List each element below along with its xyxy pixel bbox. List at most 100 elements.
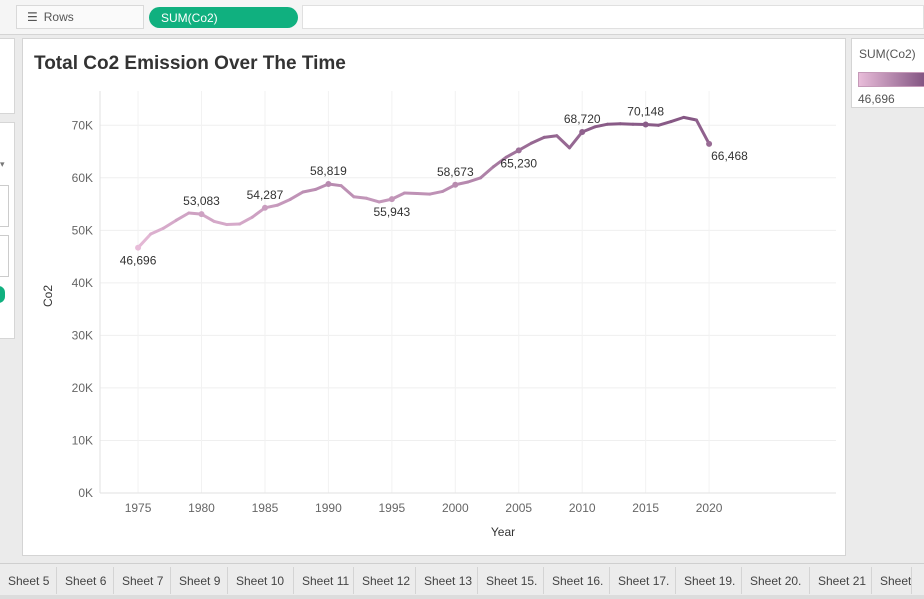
line-segment xyxy=(428,189,445,196)
line-segment xyxy=(555,134,572,150)
sheet-tab[interactable]: Sheet 10 xyxy=(228,567,294,594)
sheet-tab[interactable]: Sheet 13 xyxy=(416,567,478,594)
line-segment xyxy=(276,197,292,207)
sheet-tab[interactable]: Sheet 17. xyxy=(610,567,676,594)
x-tick-label: 2020 xyxy=(696,501,723,515)
line-segment xyxy=(149,226,165,236)
line-segment xyxy=(479,165,495,180)
data-label: 68,720 xyxy=(564,112,601,126)
line-segment xyxy=(161,218,178,230)
x-axis-title: Year xyxy=(491,525,515,539)
data-point xyxy=(579,128,586,135)
data-point xyxy=(325,181,332,188)
line-chart: 0K 10K 20K 30K 40K 50K 60K 70K 1975 1980 1985 1990 1… xyxy=(41,91,836,539)
y-tick-label: 40K xyxy=(72,276,93,290)
line-segment xyxy=(288,190,305,201)
data-label: 53,083 xyxy=(183,194,220,208)
line-segment xyxy=(694,118,711,146)
line-segment xyxy=(568,130,584,150)
sheet-tab[interactable]: Sheet 21 xyxy=(810,567,872,594)
data-label: 66,468 xyxy=(711,149,748,163)
rows-list-icon: ☰ xyxy=(27,10,38,24)
y-tick-label: 60K xyxy=(72,171,93,185)
sheet-tab[interactable]: Sheet 19. xyxy=(676,567,742,594)
chart-panel: Total Co2 Emission Over The Time 0K 10K 20… xyxy=(22,38,846,556)
data-point xyxy=(452,181,459,188)
line-segment xyxy=(606,122,622,126)
rows-shelf: ☰ Rows SUM(Co2) xyxy=(0,0,924,35)
sheet-tab[interactable]: Sheet 11 xyxy=(294,567,354,594)
sheet-tab[interactable]: Sheet 15. xyxy=(478,567,544,594)
data-point xyxy=(706,140,713,147)
line-segment xyxy=(618,122,635,126)
line-segment xyxy=(136,232,153,250)
data-label: 54,287 xyxy=(247,188,284,202)
data-label: 55,943 xyxy=(374,205,411,219)
x-tick-label: 1980 xyxy=(188,501,215,515)
x-tick-label: 1990 xyxy=(315,501,342,515)
y-tick-label: 30K xyxy=(72,328,93,342)
rows-drop-area[interactable] xyxy=(302,5,924,29)
line-segment xyxy=(593,122,610,129)
sheet-tab[interactable]: Sheet 16. xyxy=(544,567,610,594)
line-segment xyxy=(682,115,698,122)
y-tick-label: 50K xyxy=(72,223,93,237)
x-tick-label: 2010 xyxy=(569,501,596,515)
data-point xyxy=(388,196,395,203)
sheet-tab[interactable]: Sheet 5 xyxy=(0,567,57,594)
line-segment xyxy=(212,219,229,227)
line-segment xyxy=(415,192,432,196)
line-segment xyxy=(339,184,356,199)
left-card-top xyxy=(0,38,15,114)
legend-title: SUM(Co2) xyxy=(859,47,916,61)
data-point xyxy=(642,121,649,128)
data-point xyxy=(261,204,268,211)
marks-dropdown-icon[interactable]: ▾ xyxy=(0,159,5,169)
line-segment xyxy=(491,155,508,169)
x-tick-label: 1975 xyxy=(125,501,152,515)
y-tick-label: 70K xyxy=(72,118,93,132)
line-segment xyxy=(225,222,242,227)
line-segment xyxy=(174,211,191,222)
color-legend: SUM(Co2) 46,696 xyxy=(851,38,924,108)
left-card-marks: ▾ xyxy=(0,122,15,339)
sheet-tab[interactable]: Sheet 20. xyxy=(742,567,810,594)
marks-pill[interactable] xyxy=(0,286,5,303)
line-segment xyxy=(656,120,673,127)
sheet-tab[interactable]: Sheet 12 xyxy=(354,567,416,594)
sheet-tab[interactable]: Sheet 6 xyxy=(57,567,114,594)
sheet-tab[interactable]: Sheet 7 xyxy=(114,567,171,594)
line-segment xyxy=(529,135,546,145)
sheet-tab[interactable]: Sheet 9 xyxy=(171,567,228,594)
legend-color-ramp xyxy=(858,72,924,87)
x-tick-label: 2000 xyxy=(442,501,469,515)
legend-min-label: 46,696 xyxy=(858,92,895,106)
x-tick-label: 1995 xyxy=(379,501,406,515)
data-point xyxy=(198,211,205,218)
sheet-tab[interactable]: Sheet xyxy=(872,567,912,594)
data-label: 70,148 xyxy=(627,104,664,118)
sheet-tabs-bar: Sheet 5 Sheet 6 Sheet 7 Sheet 9 Sheet 10 Shee… xyxy=(0,563,924,599)
y-tick-label: 0K xyxy=(78,486,93,500)
data-point xyxy=(135,244,142,251)
line-segment xyxy=(301,187,318,194)
rows-shelf-label: ☰ Rows xyxy=(16,5,144,29)
line-segment xyxy=(466,176,483,184)
rows-pill-sum-co2[interactable]: SUM(Co2) xyxy=(149,7,298,28)
line-segment xyxy=(403,191,419,196)
data-label: 58,673 xyxy=(437,165,474,179)
data-label: 46,696 xyxy=(120,254,157,268)
y-tick-label: 10K xyxy=(72,433,93,447)
line-segment xyxy=(238,215,254,226)
tabs-scroll-strip[interactable] xyxy=(0,595,924,599)
line-segment xyxy=(542,134,559,139)
x-tick-label: 2015 xyxy=(632,501,659,515)
data-label: 58,819 xyxy=(310,164,347,178)
line-segment xyxy=(669,115,686,124)
y-axis-title: Co2 xyxy=(41,285,55,307)
marks-size-button[interactable] xyxy=(0,235,9,277)
y-tick-label: 20K xyxy=(72,381,93,395)
data-label: 65,230 xyxy=(500,156,537,170)
line-segment xyxy=(352,195,368,200)
marks-color-button[interactable] xyxy=(0,185,9,227)
